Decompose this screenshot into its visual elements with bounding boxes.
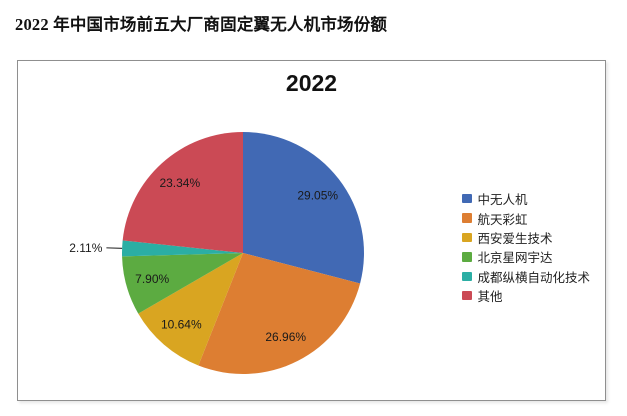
legend-item: 中无人机 — [462, 189, 590, 208]
legend-item: 航天彩虹 — [462, 208, 590, 227]
legend-swatch-icon — [462, 213, 472, 223]
legend-item: 北京星网宇达 — [462, 247, 590, 266]
pie-slice-航天彩虹 — [198, 253, 361, 374]
legend-label: 中无人机 — [477, 193, 528, 208]
label-leader-line — [106, 247, 123, 249]
legend-item: 成都纵横自动化技术 — [462, 267, 590, 286]
chart-container: 29.05% 26.96% 10.64% 7.90% 2.11% 23.34% 2022 … — [17, 60, 606, 401]
legend-label: 成都纵横自动化技术 — [477, 270, 591, 285]
legend-label: 北京星网宇达 — [477, 251, 553, 266]
data-label: 10.64% — [161, 318, 202, 332]
chart-title: 2022 — [285, 70, 338, 96]
legend-label: 其他 — [477, 290, 503, 305]
legend-item: 西安爱生技术 — [462, 228, 590, 247]
legend-label: 西安爱生技术 — [477, 231, 553, 246]
legend-label: 航天彩虹 — [477, 212, 528, 227]
legend-swatch-icon — [462, 252, 472, 262]
data-label: 29.05% — [297, 188, 338, 202]
legend-swatch-icon — [462, 290, 472, 301]
data-label: 23.34% — [159, 176, 200, 190]
chart-legend: 中无人机 航天彩虹 西安爱生技术 北京星网宇达 成都纵横自动化技术 其他 — [462, 189, 590, 305]
pie-slice-西安爱生技术 — [138, 253, 243, 366]
legend-swatch-icon — [462, 193, 472, 204]
data-label: 26.96% — [265, 330, 306, 344]
data-label: 7.90% — [135, 272, 169, 286]
data-label: 2.11% — [69, 241, 102, 255]
pie-slice-北京星网宇达 — [122, 253, 243, 314]
page-title: 2022 年中国市场前五大厂商固定翼无人机市场份额 — [15, 15, 388, 34]
legend-swatch-icon — [462, 271, 472, 281]
pie-slice-中无人机 — [243, 132, 364, 284]
pie-slice-其他 — [122, 132, 243, 253]
legend-swatch-icon — [462, 232, 472, 243]
pie-slice-成都纵横自动化技术 — [122, 240, 243, 257]
legend-item: 其他 — [462, 286, 590, 305]
pie-chart: 29.05% 26.96% 10.64% 7.90% 2.11% 23.34% — [69, 132, 364, 374]
